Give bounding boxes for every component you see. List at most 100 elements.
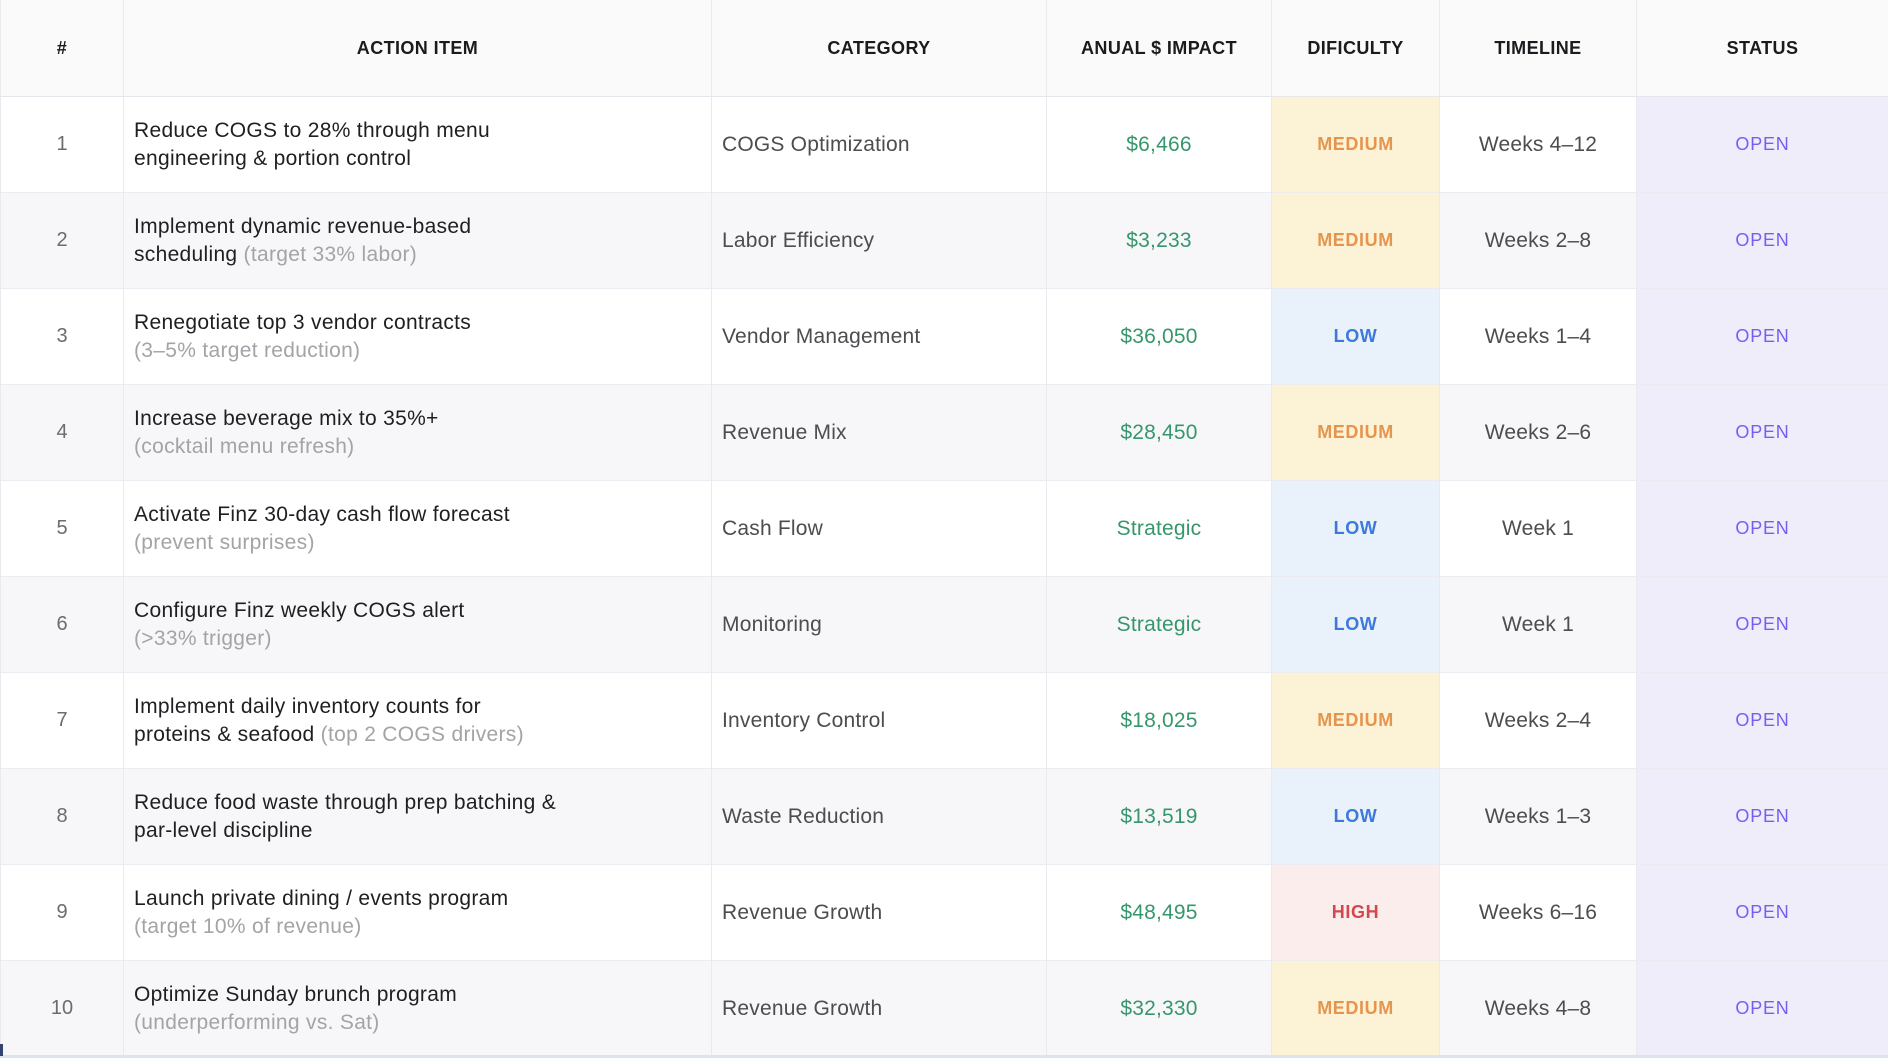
timeline-cell: Weeks 2–4 (1439, 672, 1637, 769)
scrollbar-thumb[interactable] (0, 1044, 3, 1056)
action-item-text: Reduce food waste through prep batching … (134, 790, 557, 842)
status-cell[interactable]: OPEN (1636, 672, 1888, 769)
row-number-cell: 8 (0, 768, 124, 865)
table-row[interactable]: 8 Reduce food waste through prep batching… (0, 768, 1888, 865)
category-cell: Revenue Mix (711, 384, 1047, 481)
status-cell[interactable]: OPEN (1636, 960, 1888, 1057)
row-number-cell: 5 (0, 480, 124, 577)
table-row[interactable]: 6 Configure Finz weekly COGS alert (>33% t… (0, 576, 1888, 673)
timeline-cell: Weeks 2–8 (1439, 192, 1637, 289)
action-item-cell: Activate Finz 30-day cash flow forecast(… (123, 480, 712, 577)
table-row[interactable]: 1 Reduce COGS to 28% through menu enginee… (0, 96, 1888, 193)
action-item-cell: Reduce COGS to 28% through menu engineer… (123, 96, 712, 193)
action-item-text: Implement daily inventory counts for pro… (134, 694, 524, 746)
table-row[interactable]: 2 Implement dynamic revenue-based schedul… (0, 192, 1888, 289)
action-item-cell: Implement dynamic revenue-based scheduli… (123, 192, 712, 289)
row-number-cell: 6 (0, 576, 124, 673)
timeline-cell: Weeks 4–12 (1439, 96, 1637, 193)
impact-cell: Strategic (1046, 480, 1272, 577)
category-cell: Inventory Control (711, 672, 1047, 769)
impact-cell: $6,466 (1046, 96, 1272, 193)
action-item-text: Implement dynamic revenue-based scheduli… (134, 214, 472, 266)
action-item-text: Launch private dining / events program (t… (134, 885, 564, 940)
category-cell: COGS Optimization (711, 96, 1047, 193)
category-cell: Monitoring (711, 576, 1047, 673)
impact-cell: $28,450 (1046, 384, 1272, 481)
col-header-action-item: ACTION ITEM (123, 0, 712, 97)
impact-cell: $48,495 (1046, 864, 1272, 961)
action-item-note: (cocktail menu refresh) (134, 434, 355, 458)
status-cell[interactable]: OPEN (1636, 288, 1888, 385)
action-item-cell: Configure Finz weekly COGS alert (>33% tr… (123, 576, 712, 673)
impact-cell: $18,025 (1046, 672, 1272, 769)
status-cell[interactable]: OPEN (1636, 576, 1888, 673)
action-item-note: (target 33% labor) (243, 242, 418, 266)
bottom-scrollbar-track (0, 1055, 1888, 1058)
timeline-cell: Weeks 1–3 (1439, 768, 1637, 865)
action-item-text: Configure Finz weekly COGS alert (>33% tr… (134, 597, 564, 652)
row-number-cell: 9 (0, 864, 124, 961)
difficulty-badge-cell: MEDIUM (1271, 96, 1440, 193)
difficulty-badge-cell: LOW (1271, 288, 1440, 385)
impact-cell: $36,050 (1046, 288, 1272, 385)
impact-cell: $3,233 (1046, 192, 1272, 289)
action-item-text: Optimize Sunday brunch program (underperf… (134, 981, 564, 1036)
action-item-cell: Reduce food waste through prep batching … (123, 768, 712, 865)
action-item-cell: Launch private dining / events program (t… (123, 864, 712, 961)
difficulty-badge-cell: LOW (1271, 768, 1440, 865)
action-item-text: Activate Finz 30-day cash flow forecast(… (134, 501, 564, 556)
action-item-cell: Implement daily inventory counts for pro… (123, 672, 712, 769)
category-cell: Cash Flow (711, 480, 1047, 577)
impact-cell: $13,519 (1046, 768, 1272, 865)
timeline-cell: Weeks 4–8 (1439, 960, 1637, 1057)
action-item-note: (top 2 COGS drivers) (320, 722, 524, 746)
difficulty-badge-cell: LOW (1271, 480, 1440, 577)
col-header-timeline: TIMELINE (1439, 0, 1637, 97)
difficulty-badge-cell: HIGH (1271, 864, 1440, 961)
impact-cell: $32,330 (1046, 960, 1272, 1057)
action-item-note: (3–5% target reduction) (134, 338, 361, 362)
status-cell[interactable]: OPEN (1636, 384, 1888, 481)
col-header-anual-impact: ANUAL $ IMPACT (1046, 0, 1272, 97)
action-item-text: Renegotiate top 3 vendor contracts (3–5% … (134, 309, 564, 364)
row-number-cell: 4 (0, 384, 124, 481)
difficulty-badge-cell: MEDIUM (1271, 192, 1440, 289)
difficulty-badge-cell: MEDIUM (1271, 672, 1440, 769)
difficulty-badge-cell: LOW (1271, 576, 1440, 673)
row-number-cell: 7 (0, 672, 124, 769)
impact-cell: Strategic (1046, 576, 1272, 673)
timeline-cell: Week 1 (1439, 576, 1637, 673)
table-row[interactable]: 10 Optimize Sunday brunch program (underpe… (0, 960, 1888, 1057)
action-item-text: Reduce COGS to 28% through menu engineer… (134, 118, 490, 170)
action-item-cell: Optimize Sunday brunch program (underperf… (123, 960, 712, 1057)
timeline-cell: Weeks 2–6 (1439, 384, 1637, 481)
header-row: # ACTION ITEM CATEGORY ANUAL $ IMPACT DI… (0, 0, 1888, 97)
row-number-cell: 3 (0, 288, 124, 385)
status-cell[interactable]: OPEN (1636, 480, 1888, 577)
table-row[interactable]: 3 Renegotiate top 3 vendor contracts (3–5%… (0, 288, 1888, 385)
table-row[interactable]: 4 Increase beverage mix to 35%+ (cocktail … (0, 384, 1888, 481)
category-cell: Vendor Management (711, 288, 1047, 385)
timeline-cell: Weeks 6–16 (1439, 864, 1637, 961)
status-cell[interactable]: OPEN (1636, 864, 1888, 961)
action-item-note: (>33% trigger) (134, 626, 272, 650)
table-row[interactable]: 9 Launch private dining / events program(… (0, 864, 1888, 961)
row-number-cell: 2 (0, 192, 124, 289)
action-item-cell: Increase beverage mix to 35%+ (cocktail m… (123, 384, 712, 481)
action-item-note: (target 10% of revenue) (134, 914, 362, 938)
table-row[interactable]: 5 Activate Finz 30-day cash flow forecast… (0, 480, 1888, 577)
col-header-status: STATUS (1636, 0, 1888, 97)
difficulty-badge-cell: MEDIUM (1271, 384, 1440, 481)
category-cell: Waste Reduction (711, 768, 1047, 865)
row-number-cell: 1 (0, 96, 124, 193)
category-cell: Revenue Growth (711, 864, 1047, 961)
table-row[interactable]: 7 Implement daily inventory counts for pr… (0, 672, 1888, 769)
action-item-cell: Renegotiate top 3 vendor contracts (3–5% … (123, 288, 712, 385)
status-cell[interactable]: OPEN (1636, 192, 1888, 289)
action-item-text: Increase beverage mix to 35%+ (cocktail m… (134, 405, 564, 460)
category-cell: Revenue Growth (711, 960, 1047, 1057)
col-header-dificulty: DIFICULTY (1271, 0, 1440, 97)
status-cell[interactable]: OPEN (1636, 768, 1888, 865)
status-cell[interactable]: OPEN (1636, 96, 1888, 193)
